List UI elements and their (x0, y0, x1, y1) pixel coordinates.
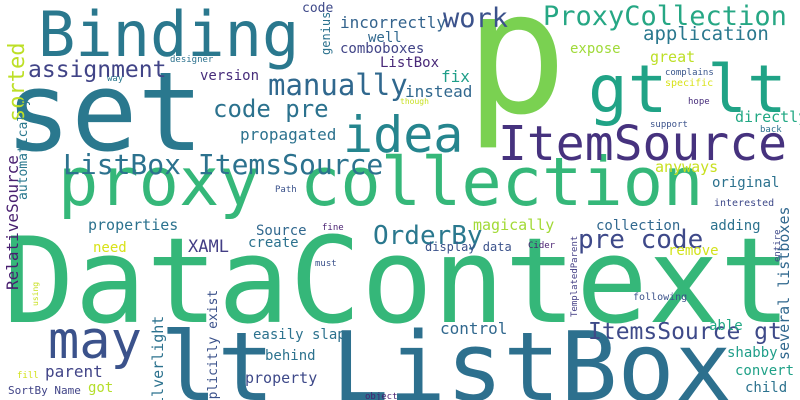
word: interested (714, 198, 774, 209)
word: fine (322, 223, 344, 233)
word: incorrectly (340, 13, 446, 32)
word: XAML (188, 237, 229, 257)
word: assignment (28, 57, 166, 83)
word: parent (45, 362, 103, 381)
word: Binding (38, 0, 299, 71)
word: adding (710, 218, 761, 234)
word: back (760, 125, 782, 135)
word: must (315, 259, 337, 269)
word: create (248, 235, 299, 251)
word: may (48, 311, 142, 371)
word: instead (405, 82, 472, 101)
word: pre code (578, 225, 703, 255)
word: anyways (655, 158, 718, 176)
word: Path (275, 185, 297, 195)
word: RelativeSource (3, 155, 22, 290)
word: display data (425, 240, 512, 254)
word: entire (773, 229, 783, 262)
word: work (443, 3, 508, 34)
word: child (745, 380, 787, 396)
word: ListBox (380, 55, 439, 71)
word: need (93, 240, 127, 256)
word: designer (170, 55, 214, 65)
word: hope (688, 97, 710, 107)
word: magically (473, 216, 554, 234)
word: convert (735, 363, 794, 379)
word: property (245, 369, 317, 387)
word: original (712, 175, 779, 191)
word: Cider (528, 241, 556, 251)
word: several listboxes (775, 206, 793, 360)
word: gt lt (588, 51, 787, 128)
word: sorted (5, 43, 30, 122)
word: SortBy Name (8, 384, 81, 397)
word: well (368, 30, 402, 46)
word: expose (570, 41, 621, 57)
word: using (31, 282, 40, 306)
word: set (5, 48, 204, 176)
word: ListBox ItemsSource (63, 148, 383, 181)
word: automatically (16, 98, 31, 200)
word: though (400, 97, 429, 106)
word: ItemsSource gt (588, 319, 782, 345)
word: TemplatedParent (570, 236, 580, 317)
word: collection (596, 218, 680, 234)
word: directly (735, 108, 800, 126)
word: control (440, 319, 507, 338)
word: specific (665, 78, 713, 89)
word: explicitly exist (206, 290, 221, 400)
word: proxy collection (58, 143, 703, 221)
word: following (633, 292, 687, 303)
word: genius (319, 12, 333, 55)
word: object (365, 392, 398, 400)
word: complains (665, 68, 714, 78)
word: remove (668, 243, 719, 259)
word: ItemSource (498, 116, 787, 172)
word: great (650, 48, 695, 66)
word: OrderBy (373, 221, 483, 251)
word: properties (88, 216, 178, 234)
word: Silverlight (149, 316, 167, 400)
word: manually (268, 68, 408, 102)
word: support (650, 120, 688, 130)
word: application (643, 23, 769, 45)
word: version (200, 68, 259, 84)
word: easily slap (253, 327, 346, 343)
word: fix (441, 67, 470, 86)
word: behind (265, 348, 316, 364)
word: code (302, 1, 333, 16)
word: p (465, 0, 567, 153)
word: shabby (727, 345, 778, 361)
word: code pre (213, 95, 329, 123)
word: able (709, 318, 743, 334)
word: comboboxes (340, 41, 424, 57)
word: DataContext (3, 213, 791, 351)
word: way (107, 74, 124, 84)
word: idea (343, 106, 463, 164)
word: got (88, 380, 113, 396)
word: fill (17, 371, 39, 381)
word: lt ListBox (160, 313, 732, 400)
word: propagated (240, 125, 336, 144)
word: ProxyCollection (543, 1, 787, 32)
word: Source (256, 223, 307, 239)
